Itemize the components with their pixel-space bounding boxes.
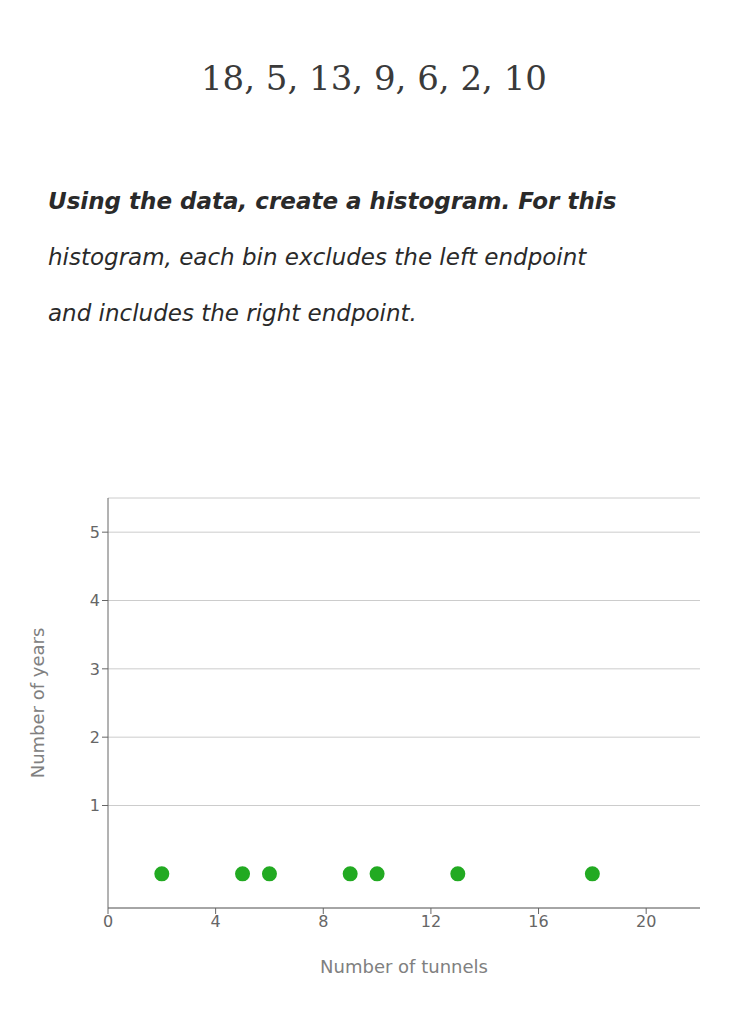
svg-text:1: 1 xyxy=(90,796,100,815)
html-text:18, 5, 13, 9, 6, 2, 10: 18, 5, 13, 9, 6, 2, 10 xyxy=(201,58,547,98)
svg-text:4: 4 xyxy=(211,912,221,931)
svg-text:4: 4 xyxy=(90,591,100,610)
html-text:Using the data, create a histo: Using the data, create a histogram. For … xyxy=(48,188,617,214)
html-text:histogram, each bin excludes t: histogram, each bin excludes the left en… xyxy=(48,244,587,270)
svg-text:5: 5 xyxy=(90,523,100,542)
svg-text:20: 20 xyxy=(636,912,656,931)
svg-text:16: 16 xyxy=(528,912,548,931)
svg-text:12: 12 xyxy=(421,912,441,931)
svg-text:2: 2 xyxy=(90,728,100,747)
svg-text:8: 8 xyxy=(318,912,328,931)
svg-text:0: 0 xyxy=(103,912,113,931)
svg-text:Number of years: Number of years xyxy=(27,628,48,779)
svg-text:3: 3 xyxy=(90,660,100,679)
svg-text:Number of tunnels: Number of tunnels xyxy=(320,956,488,977)
html-text:and includes the right endpoin: and includes the right endpoint. xyxy=(48,300,417,326)
